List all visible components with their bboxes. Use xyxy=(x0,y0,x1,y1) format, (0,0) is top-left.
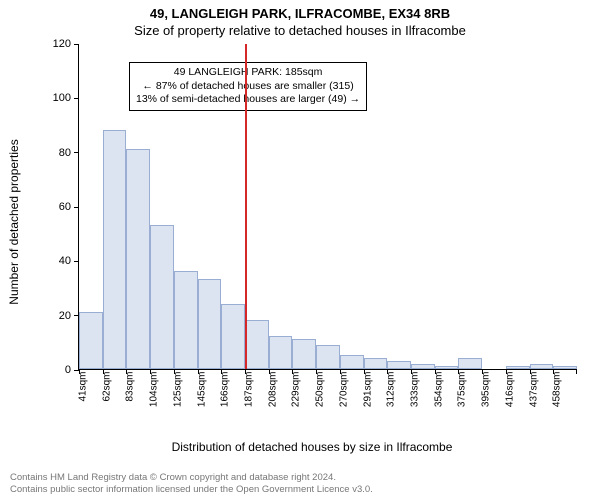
page-subtitle: Size of property relative to detached ho… xyxy=(0,21,600,38)
y-tick-label: 80 xyxy=(51,147,71,159)
histogram-bar xyxy=(269,336,293,369)
info-line-3: 13% of semi-detached houses are larger (… xyxy=(136,93,360,107)
histogram-bar xyxy=(174,271,198,369)
histogram-bar xyxy=(103,130,127,369)
x-tick-label: 437sqm xyxy=(528,372,539,408)
histogram-bar xyxy=(411,364,435,369)
x-tick-label: 104sqm xyxy=(149,372,160,408)
histogram-bar xyxy=(316,345,340,369)
y-tick-label: 40 xyxy=(51,255,71,267)
histogram-bar xyxy=(150,225,174,369)
chart-wrap: Number of detached properties 49 LANGLEI… xyxy=(48,44,576,400)
histogram-bar xyxy=(198,279,222,369)
histogram-bar xyxy=(292,339,316,369)
y-tick xyxy=(74,44,79,45)
y-tick xyxy=(74,261,79,262)
info-line-2: ← 87% of detached houses are smaller (31… xyxy=(136,80,360,94)
x-tick-label: 395sqm xyxy=(481,372,492,408)
histogram-bar xyxy=(458,358,482,369)
x-tick-label: 250sqm xyxy=(315,372,326,408)
x-tick-label: 125sqm xyxy=(172,372,183,408)
footer-line-1: Contains HM Land Registry data © Crown c… xyxy=(10,472,373,484)
x-tick-label: 166sqm xyxy=(220,372,231,408)
x-tick-label: 145sqm xyxy=(196,372,207,408)
x-tick-label: 354sqm xyxy=(433,372,444,408)
chart-container: 49, LANGLEIGH PARK, ILFRACOMBE, EX34 8RB… xyxy=(0,0,600,500)
histogram-bar xyxy=(245,320,269,369)
histogram-bar xyxy=(221,304,245,369)
x-tick-label: 291sqm xyxy=(362,372,373,408)
x-tick-label: 229sqm xyxy=(291,372,302,408)
y-tick-label: 100 xyxy=(51,92,71,104)
histogram-bar xyxy=(387,361,411,369)
y-tick-label: 20 xyxy=(51,310,71,322)
page-title: 49, LANGLEIGH PARK, ILFRACOMBE, EX34 8RB xyxy=(0,0,600,21)
x-tick-label: 62sqm xyxy=(101,372,112,402)
histogram-bar xyxy=(553,366,577,369)
histogram-bar xyxy=(435,366,459,369)
x-tick-label: 458sqm xyxy=(552,372,563,408)
reference-line xyxy=(245,44,247,369)
y-tick-label: 0 xyxy=(51,364,71,376)
histogram-bar xyxy=(79,312,103,369)
x-tick-label: 312sqm xyxy=(386,372,397,408)
x-tick-label: 333sqm xyxy=(410,372,421,408)
plot-area: 49 LANGLEIGH PARK: 185sqm ← 87% of detac… xyxy=(78,44,576,370)
histogram-bar xyxy=(506,366,530,369)
histogram-bar xyxy=(530,364,554,369)
footer: Contains HM Land Registry data © Crown c… xyxy=(10,472,373,496)
x-tick-label: 208sqm xyxy=(267,372,278,408)
x-axis-label: Distribution of detached houses by size … xyxy=(172,440,453,454)
y-tick xyxy=(74,152,79,153)
y-tick xyxy=(74,207,79,208)
info-line-1: 49 LANGLEIGH PARK: 185sqm xyxy=(136,66,360,80)
x-tick-label: 375sqm xyxy=(457,372,468,408)
x-tick-label: 187sqm xyxy=(244,372,255,408)
x-tick-label: 416sqm xyxy=(504,372,515,408)
footer-line-2: Contains public sector information licen… xyxy=(10,484,373,496)
x-tick-label: 83sqm xyxy=(125,372,136,402)
info-box: 49 LANGLEIGH PARK: 185sqm ← 87% of detac… xyxy=(129,62,367,111)
y-tick-label: 60 xyxy=(51,201,71,213)
histogram-bar xyxy=(364,358,388,369)
y-axis-label: Number of detached properties xyxy=(7,139,21,304)
y-tick xyxy=(74,98,79,99)
histogram-bar xyxy=(340,355,364,369)
y-tick-label: 120 xyxy=(51,38,71,50)
x-tick-label: 270sqm xyxy=(338,372,349,408)
x-tick-label: 41sqm xyxy=(78,372,89,402)
x-tick xyxy=(576,369,577,374)
histogram-bar xyxy=(126,149,150,369)
